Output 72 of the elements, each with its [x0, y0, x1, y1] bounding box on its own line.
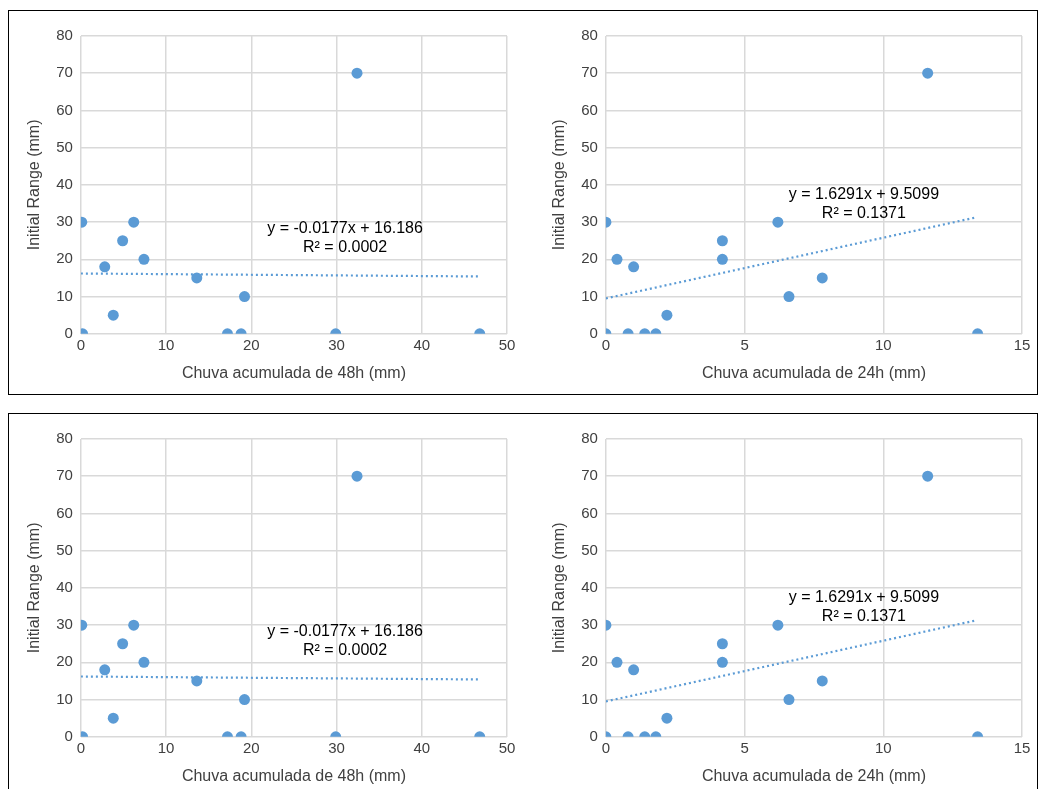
annotation: y = 1.6291x + 9.5099	[788, 588, 940, 606]
x-tick-label: 5	[740, 335, 749, 353]
annotation: y = -0.0177x + 16.186	[267, 621, 424, 639]
x-tick-label: 40	[413, 738, 431, 756]
x-tick-label: 0	[76, 335, 86, 353]
y-tick-label: 0	[589, 323, 598, 341]
annotation: R² = 0.0002	[303, 237, 388, 255]
y-tick-label: 40	[56, 175, 73, 193]
y-tick-label: 10	[581, 689, 598, 707]
x-tick-label: 10	[157, 738, 175, 756]
x-tick-label: 10	[874, 335, 892, 353]
x-tick-label: 40	[413, 335, 431, 353]
y-tick-label: 80	[581, 429, 598, 447]
y-axis-title: Initial Range (mm)	[550, 522, 568, 654]
x-tick-label: 0	[601, 738, 611, 756]
y-axis-title: Initial Range (mm)	[25, 119, 43, 251]
y-tick-label: 30	[56, 212, 73, 230]
y-tick-label: 0	[64, 323, 73, 341]
y-tick-label: 0	[64, 726, 73, 744]
x-tick-label: 20	[242, 335, 260, 353]
x-tick-label: 0	[76, 738, 86, 756]
annotation: R² = 0.1371	[821, 607, 906, 625]
y-tick-label: 70	[581, 466, 598, 484]
y-tick-label: 20	[56, 249, 73, 267]
x-axis-title: Chuva acumulada de 24h (mm)	[701, 766, 926, 784]
y-axis-title: Initial Range (mm)	[25, 522, 43, 654]
y-tick-label: 20	[56, 652, 73, 670]
x-tick-label: 10	[157, 335, 175, 353]
x-tick-label: 10	[874, 738, 892, 756]
y-tick-label: 20	[581, 652, 598, 670]
y-tick-label: 60	[56, 100, 73, 118]
x-tick-label: 5	[740, 738, 749, 756]
x-axis-title: Chuva acumulada de 48h (mm)	[181, 363, 406, 381]
x-tick-label: 20	[242, 738, 260, 756]
y-tick-label: 60	[581, 503, 598, 521]
y-tick-label: 20	[581, 249, 598, 267]
y-tick-label: 80	[56, 26, 73, 44]
y-tick-label: 70	[56, 466, 73, 484]
y-tick-label: 50	[581, 540, 598, 558]
x-tick-label: 50	[498, 335, 516, 353]
y-tick-label: 10	[581, 286, 598, 304]
y-tick-label: 50	[581, 137, 598, 155]
annotation: R² = 0.1371	[821, 204, 906, 222]
x-axis-title: Chuva acumulada de 24h (mm)	[701, 363, 926, 381]
y-tick-label: 40	[581, 578, 598, 596]
y-tick-label: 80	[56, 429, 73, 447]
x-tick-label: 50	[498, 738, 516, 756]
annotation: y = -0.0177x + 16.186	[267, 218, 424, 236]
y-tick-label: 10	[56, 689, 73, 707]
y-tick-label: 30	[581, 615, 598, 633]
x-axis-title: Chuva acumulada de 48h (mm)	[181, 766, 406, 784]
y-axis-title: Initial Range (mm)	[550, 119, 568, 251]
y-tick-label: 70	[56, 63, 73, 81]
y-tick-label: 60	[56, 503, 73, 521]
annotation: R² = 0.0002	[303, 640, 388, 658]
y-tick-label: 60	[581, 100, 598, 118]
annotation: y = 1.6291x + 9.5099	[788, 185, 940, 203]
y-tick-label: 30	[56, 615, 73, 633]
y-tick-label: 50	[56, 540, 73, 558]
y-tick-label: 80	[581, 26, 598, 44]
x-tick-label: 15	[1013, 738, 1031, 756]
x-tick-label: 0	[601, 335, 611, 353]
x-tick-label: 30	[328, 335, 345, 353]
y-tick-label: 40	[581, 175, 598, 193]
x-tick-label: 15	[1013, 335, 1031, 353]
y-tick-label: 30	[581, 212, 598, 230]
y-tick-label: 40	[56, 578, 73, 596]
y-tick-label: 0	[589, 726, 598, 744]
x-tick-label: 30	[328, 738, 345, 756]
y-tick-label: 50	[56, 137, 73, 155]
y-tick-label: 10	[56, 286, 73, 304]
y-tick-label: 70	[581, 63, 598, 81]
